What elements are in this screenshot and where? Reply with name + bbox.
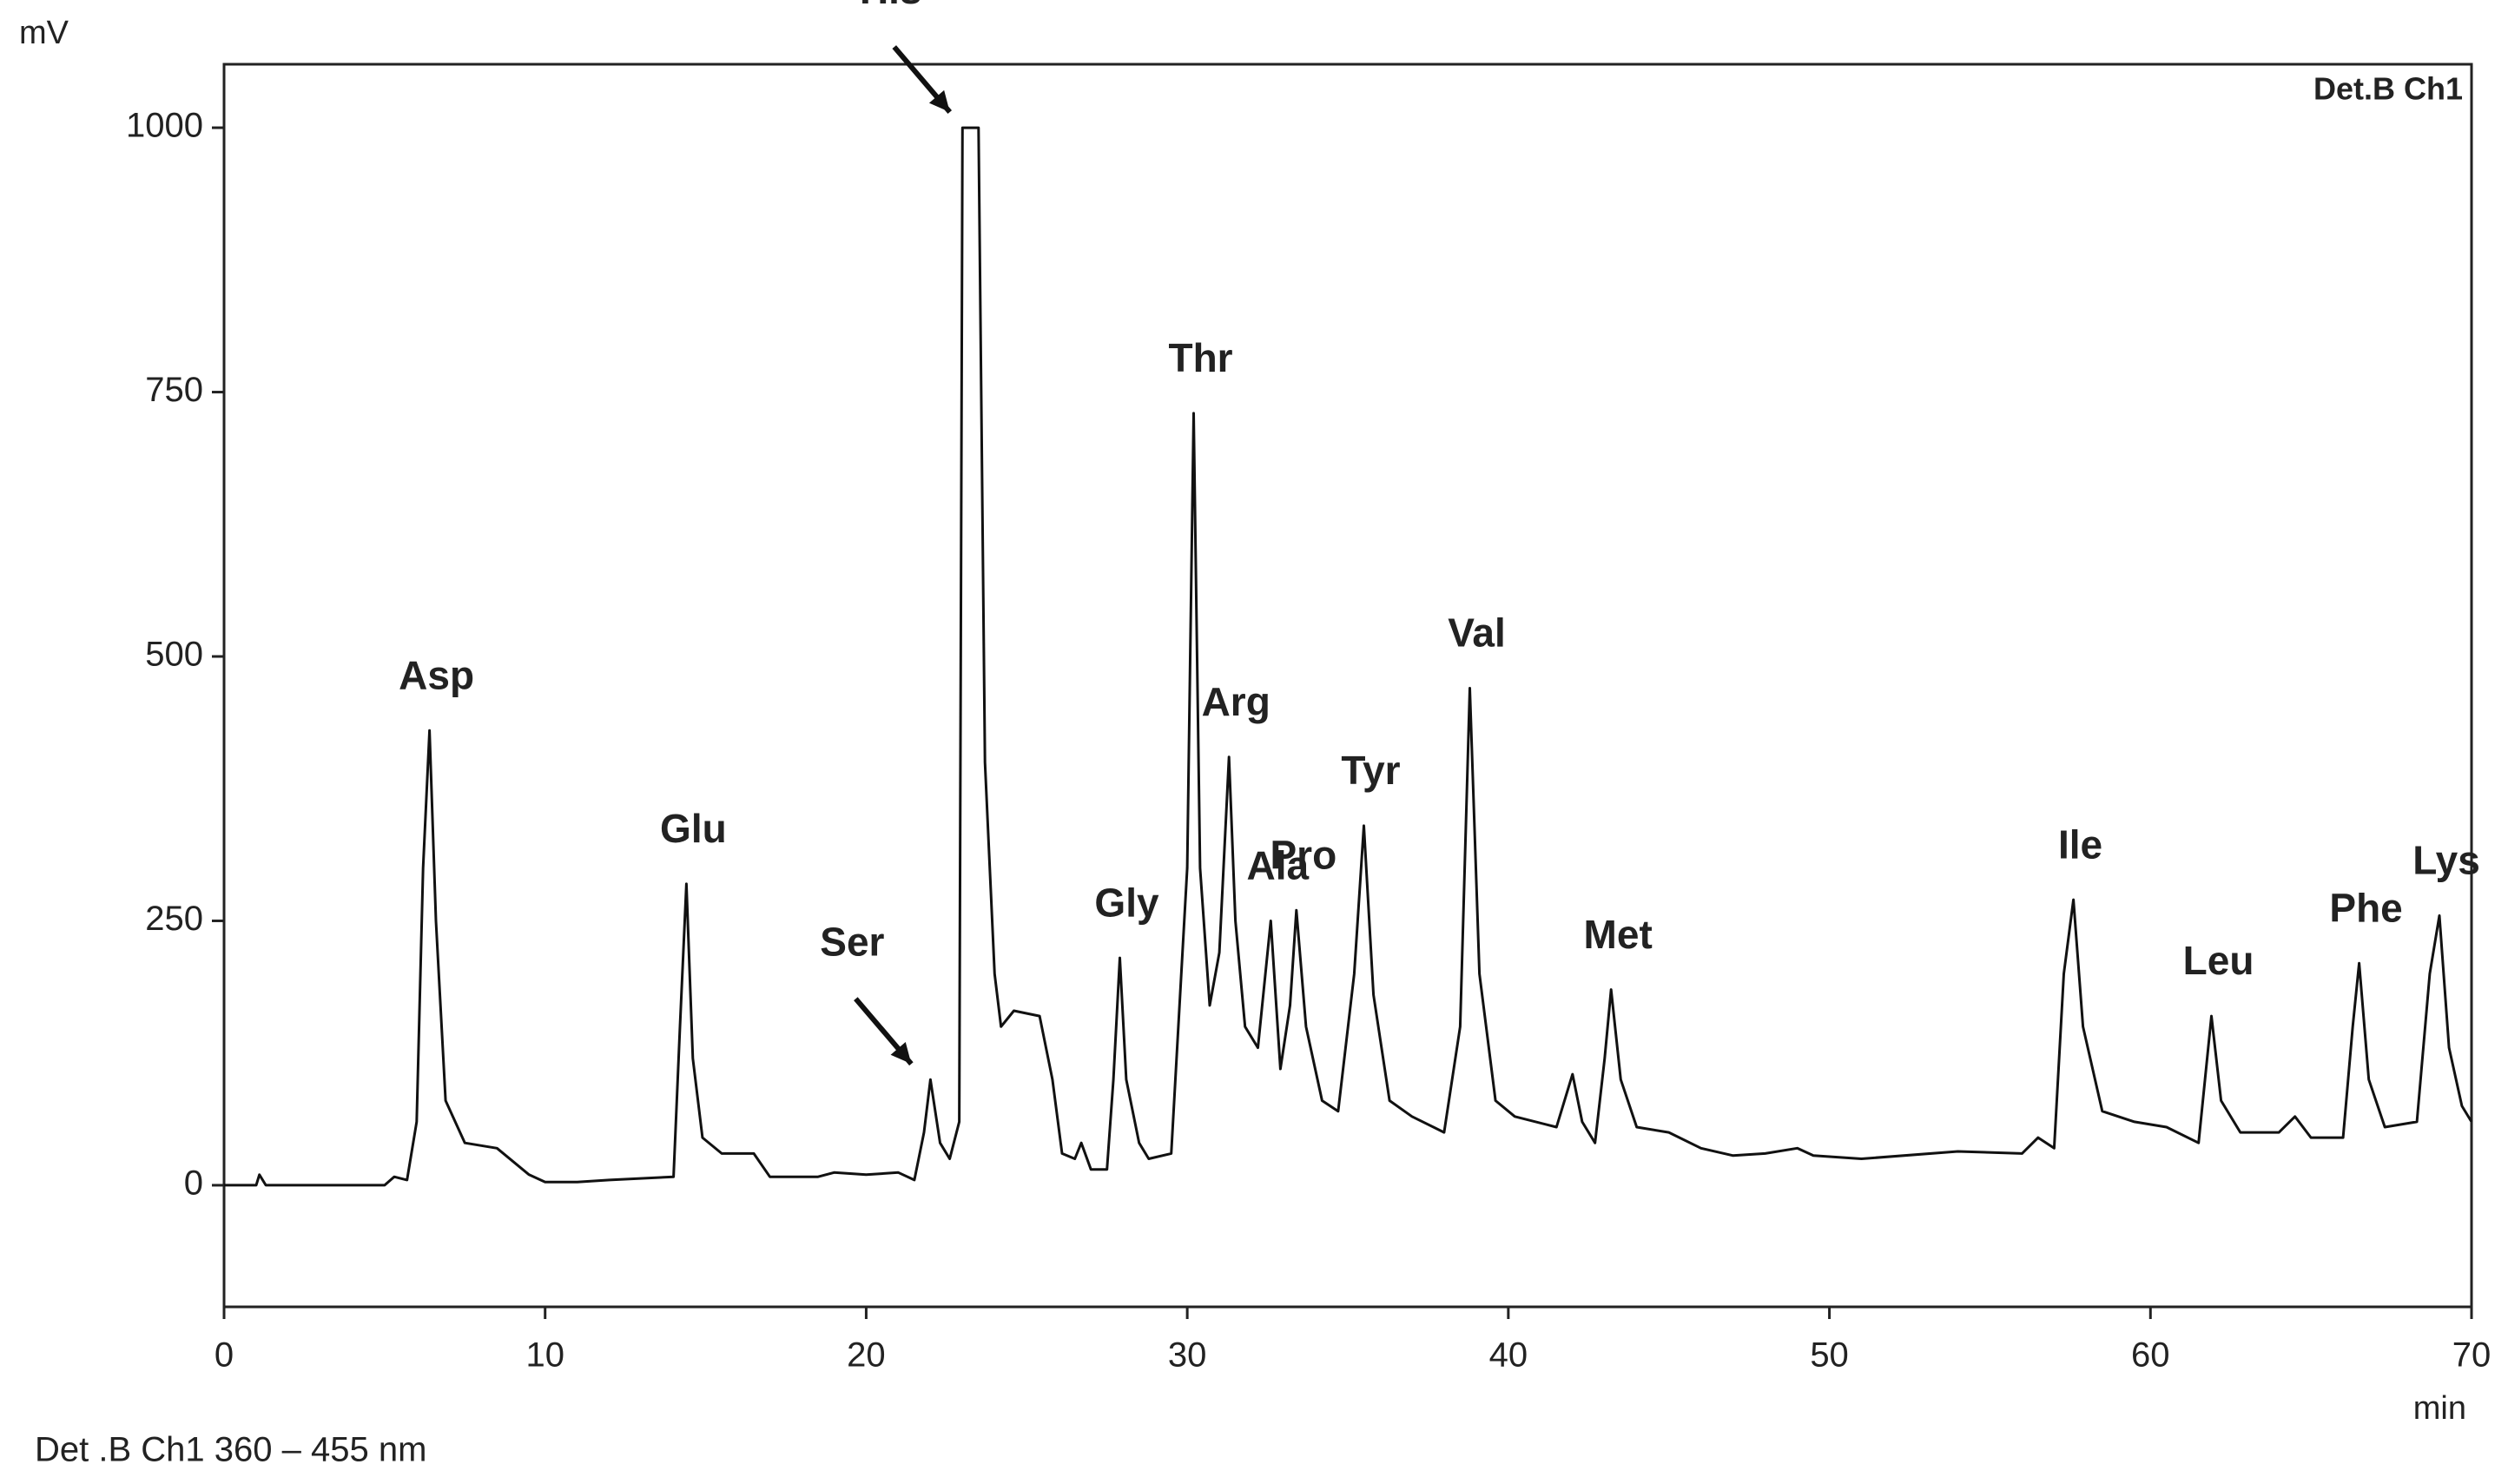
x-tick-label: 0 bbox=[214, 1336, 234, 1375]
y-tick-label: 1000 bbox=[126, 107, 203, 145]
peak-label: Val bbox=[1448, 610, 1506, 656]
peak-label: Thr bbox=[1168, 335, 1232, 380]
x-tick-label: 30 bbox=[1168, 1336, 1207, 1375]
x-tick-label: 10 bbox=[525, 1336, 564, 1375]
plot-note: Det.B Ch1 bbox=[2313, 71, 2463, 107]
x-tick-label: 40 bbox=[1489, 1336, 1528, 1375]
peak-label: Gly bbox=[1094, 880, 1159, 925]
x-tick-label: 50 bbox=[1810, 1336, 1849, 1375]
peak-label: Ile bbox=[2058, 821, 2102, 867]
y-tick-label: 750 bbox=[145, 371, 203, 409]
peak-label: Ala bbox=[1246, 843, 1309, 888]
x-axis-label: min bbox=[2413, 1390, 2466, 1427]
peak-label: Lys bbox=[2412, 838, 2480, 883]
y-tick-label: 250 bbox=[145, 900, 203, 938]
arrow-head bbox=[928, 89, 950, 113]
x-tick-label: 70 bbox=[2452, 1336, 2492, 1375]
y-axis-label: mV bbox=[19, 15, 69, 51]
y-tick-label: 500 bbox=[145, 636, 203, 674]
x-tick-label: 20 bbox=[847, 1336, 886, 1375]
peak-label: Pro bbox=[1270, 832, 1337, 877]
peak-label: Ser bbox=[820, 919, 884, 964]
peak-label: Phe bbox=[2329, 885, 2402, 930]
trace bbox=[224, 126, 2473, 1187]
peak-label: Arg bbox=[1202, 679, 1270, 724]
peak-label: Met bbox=[1584, 912, 1653, 957]
arrow-head bbox=[890, 1042, 912, 1065]
caption: Det .B Ch1 360 – 455 nm bbox=[35, 1431, 426, 1469]
y-tick-label: 0 bbox=[184, 1164, 203, 1203]
peak-label: His bbox=[860, 0, 922, 12]
peak-label: Glu bbox=[660, 806, 727, 851]
x-tick-label: 60 bbox=[2131, 1336, 2170, 1375]
plot-frame bbox=[222, 63, 2473, 1309]
peak-label: Tyr bbox=[1341, 748, 1400, 793]
peak-label: Asp bbox=[399, 652, 474, 697]
peak-label: Leu bbox=[2183, 938, 2254, 983]
